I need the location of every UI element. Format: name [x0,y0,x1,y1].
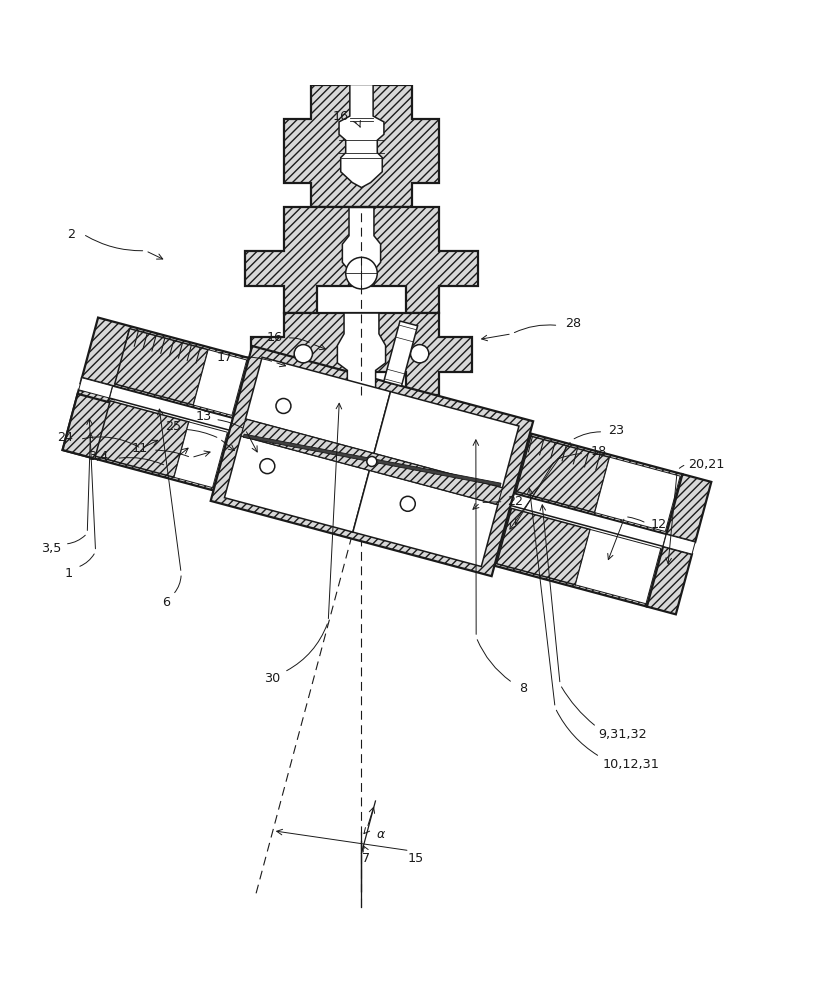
Circle shape [276,398,291,413]
Polygon shape [647,546,692,614]
Polygon shape [339,85,384,188]
Text: $\alpha$: $\alpha$ [376,828,386,841]
Polygon shape [494,510,662,607]
Text: 15: 15 [407,852,424,865]
Text: 7: 7 [361,852,370,865]
Polygon shape [96,401,189,477]
Polygon shape [510,493,666,546]
Polygon shape [245,207,478,313]
Text: 28: 28 [565,317,582,330]
Polygon shape [666,474,711,542]
Text: 6: 6 [162,596,170,609]
Polygon shape [224,436,370,532]
Polygon shape [109,386,233,430]
Text: 12: 12 [650,518,666,531]
Polygon shape [374,392,519,488]
Text: 3,5: 3,5 [42,542,61,555]
Text: 13: 13 [195,410,212,423]
Polygon shape [245,357,391,453]
Polygon shape [115,329,209,405]
Polygon shape [353,470,498,567]
Polygon shape [663,534,696,554]
Circle shape [366,456,376,466]
Polygon shape [241,419,503,505]
Circle shape [401,496,416,511]
Text: 24: 24 [57,431,73,444]
Text: 20,21: 20,21 [688,458,725,471]
Polygon shape [514,433,682,534]
Text: 1: 1 [64,567,72,580]
Polygon shape [211,346,534,576]
Text: 25: 25 [165,420,181,433]
Text: 2: 2 [66,228,75,241]
Polygon shape [337,313,386,395]
Circle shape [346,257,377,289]
Polygon shape [174,422,228,488]
Circle shape [294,345,312,363]
Polygon shape [575,529,661,604]
Text: 16: 16 [266,331,283,344]
Text: 18: 18 [590,445,607,458]
Polygon shape [243,434,501,486]
Text: 11: 11 [131,442,148,455]
Text: 16: 16 [332,110,349,123]
Text: 10,12,31: 10,12,31 [602,758,659,771]
Circle shape [411,345,429,363]
Polygon shape [62,378,116,458]
Text: 8: 8 [519,682,528,695]
Polygon shape [342,207,381,286]
Text: 30: 30 [264,672,281,685]
Polygon shape [79,378,112,398]
Polygon shape [82,318,249,418]
Polygon shape [284,85,439,207]
Polygon shape [516,436,609,513]
Polygon shape [194,350,247,415]
Text: 22: 22 [507,495,524,508]
Text: 9,31,32: 9,31,32 [598,728,647,741]
Polygon shape [62,394,229,490]
Text: 3,4: 3,4 [88,450,108,463]
Polygon shape [251,313,472,395]
Polygon shape [384,321,418,386]
Polygon shape [497,508,590,585]
Text: 17: 17 [216,351,233,364]
Circle shape [260,459,275,474]
Polygon shape [595,457,681,532]
Text: 23: 23 [608,424,625,437]
